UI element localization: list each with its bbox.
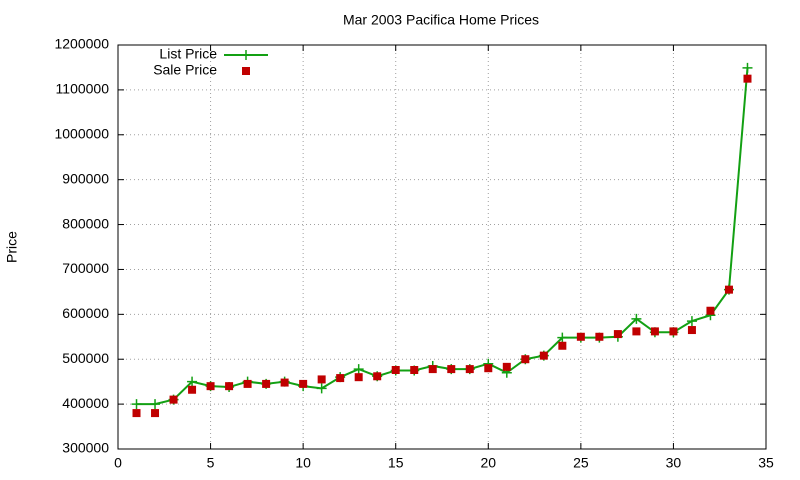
y-tick-label: 700000 bbox=[62, 260, 109, 276]
data-point bbox=[613, 330, 622, 339]
legend-label: List Price bbox=[159, 46, 217, 62]
data-point bbox=[502, 362, 511, 371]
data-point bbox=[353, 364, 364, 375]
data-point bbox=[465, 365, 474, 374]
y-tick-label: 400000 bbox=[62, 395, 109, 411]
data-point bbox=[631, 313, 642, 324]
x-tick-label: 35 bbox=[758, 455, 774, 471]
data-point bbox=[539, 351, 548, 360]
y-tick-label: 300000 bbox=[62, 440, 109, 456]
x-tick-label: 0 bbox=[114, 455, 122, 471]
data-point bbox=[410, 365, 419, 374]
data-point bbox=[484, 364, 493, 373]
y-tick-label: 1000000 bbox=[54, 125, 109, 141]
x-tick-label: 15 bbox=[388, 455, 404, 471]
y-tick-label: 900000 bbox=[62, 170, 109, 186]
data-point bbox=[743, 74, 752, 83]
data-point bbox=[151, 409, 160, 418]
data-point bbox=[187, 376, 198, 387]
y-tick-label: 800000 bbox=[62, 215, 109, 231]
data-point bbox=[632, 327, 641, 336]
legend-marker bbox=[241, 50, 251, 60]
data-point bbox=[132, 409, 141, 418]
data-point bbox=[558, 341, 567, 350]
chart-title: Mar 2003 Pacifica Home Prices bbox=[343, 12, 539, 28]
data-point bbox=[280, 378, 289, 387]
data-point bbox=[169, 395, 178, 404]
data-point bbox=[650, 327, 659, 336]
data-point bbox=[687, 326, 696, 335]
data-point bbox=[150, 399, 161, 410]
data-point bbox=[316, 383, 327, 394]
data-point bbox=[206, 382, 215, 391]
x-tick-label: 10 bbox=[295, 455, 311, 471]
data-point bbox=[243, 379, 252, 388]
data-point bbox=[706, 306, 715, 315]
legend-label: Sale Price bbox=[153, 62, 217, 78]
data-point bbox=[595, 332, 604, 341]
x-tick-label: 30 bbox=[666, 455, 682, 471]
data-point bbox=[354, 373, 363, 382]
data-point bbox=[299, 379, 308, 388]
data-point bbox=[225, 382, 234, 391]
data-point bbox=[188, 385, 197, 394]
plot-frame bbox=[117, 44, 767, 450]
data-point bbox=[686, 316, 697, 327]
data-line bbox=[136, 67, 749, 406]
data-point bbox=[669, 327, 678, 336]
data-point bbox=[336, 374, 345, 383]
y-tick-label: 500000 bbox=[62, 350, 109, 366]
data-point bbox=[428, 365, 437, 374]
data-point bbox=[373, 372, 382, 381]
y-tick-label: 1100000 bbox=[56, 81, 110, 97]
data-point bbox=[262, 379, 271, 388]
data-point bbox=[557, 332, 568, 343]
data-point bbox=[131, 399, 142, 410]
data-point bbox=[317, 375, 326, 384]
data-point bbox=[391, 365, 400, 374]
x-tick-label: 20 bbox=[480, 455, 496, 471]
data-point bbox=[447, 365, 456, 374]
data-point bbox=[521, 355, 530, 364]
legend-marker bbox=[242, 67, 250, 75]
y-tick-label: 600000 bbox=[62, 305, 109, 321]
data-point bbox=[742, 62, 753, 73]
x-tick-label: 5 bbox=[207, 455, 215, 471]
y-tick-label: 1200000 bbox=[54, 36, 109, 52]
data-point bbox=[576, 332, 585, 341]
x-tick-label: 25 bbox=[573, 455, 589, 471]
data-point bbox=[724, 285, 733, 294]
y-axis-label: Price bbox=[4, 231, 20, 263]
